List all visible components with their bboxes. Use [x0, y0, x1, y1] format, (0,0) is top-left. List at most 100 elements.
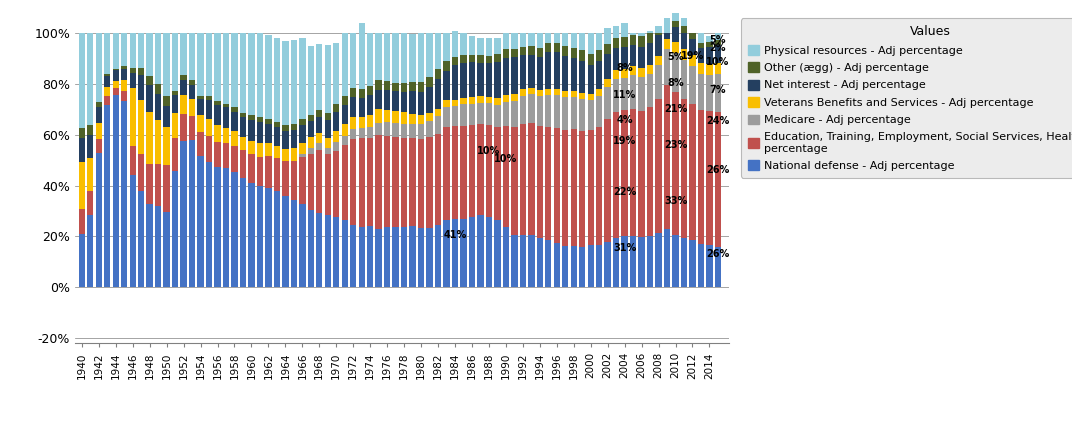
Bar	[570, 129, 577, 246]
Bar	[333, 142, 340, 151]
Bar	[113, 88, 119, 95]
Bar	[265, 188, 271, 287]
Bar	[121, 33, 128, 66]
Bar	[698, 42, 704, 48]
Bar	[494, 62, 501, 98]
Bar	[367, 86, 373, 95]
Bar	[223, 128, 229, 143]
Bar	[520, 96, 526, 124]
Bar	[206, 136, 212, 162]
Bar	[553, 89, 560, 95]
Bar	[427, 121, 433, 137]
Bar	[121, 66, 128, 69]
Bar	[95, 123, 102, 139]
Bar	[333, 131, 340, 142]
Text: 8%: 8%	[616, 63, 632, 73]
Bar	[672, 21, 679, 27]
Bar	[444, 107, 450, 127]
Bar	[596, 61, 602, 89]
Bar	[639, 36, 644, 47]
Bar	[503, 95, 509, 102]
Text: 10%: 10%	[494, 154, 518, 164]
Bar	[698, 244, 704, 287]
Bar	[325, 138, 331, 148]
Bar	[308, 46, 314, 115]
Bar	[486, 97, 492, 103]
Bar	[113, 33, 119, 69]
Bar	[418, 115, 425, 124]
Bar	[664, 25, 670, 39]
Bar	[147, 85, 153, 112]
Bar	[367, 115, 373, 127]
Bar	[384, 122, 390, 136]
Bar	[494, 98, 501, 105]
Bar	[520, 55, 526, 89]
Bar	[163, 165, 169, 212]
Bar	[401, 92, 407, 112]
Bar	[358, 139, 364, 227]
Bar	[95, 33, 102, 102]
Bar	[672, 27, 679, 42]
Bar	[596, 89, 602, 96]
Text: 24%: 24%	[706, 116, 730, 126]
Bar	[163, 33, 169, 96]
Bar	[273, 146, 280, 158]
Bar	[630, 66, 637, 75]
Bar	[630, 35, 637, 45]
Text: 41%: 41%	[444, 230, 466, 240]
Bar	[384, 33, 390, 82]
Bar	[78, 138, 85, 162]
Bar	[444, 33, 450, 61]
Bar	[587, 94, 594, 100]
Bar	[435, 134, 442, 225]
Bar	[605, 79, 611, 87]
Bar	[622, 37, 628, 47]
Bar	[223, 33, 229, 103]
Bar	[410, 226, 416, 287]
Bar	[401, 124, 407, 138]
Bar	[265, 143, 271, 156]
Bar	[486, 103, 492, 125]
Bar	[249, 120, 255, 141]
Bar	[715, 45, 721, 63]
Bar	[486, 38, 492, 56]
Bar	[681, 60, 687, 99]
Bar	[232, 145, 238, 172]
Bar	[494, 127, 501, 220]
Bar	[511, 33, 518, 49]
Bar	[435, 225, 442, 287]
Bar	[384, 82, 390, 90]
Bar	[172, 172, 178, 287]
Bar	[342, 124, 348, 136]
Bar	[528, 54, 535, 88]
Bar	[291, 148, 297, 161]
Bar	[223, 107, 229, 128]
Bar	[189, 80, 195, 85]
Bar	[613, 48, 620, 70]
Bar	[681, 99, 687, 238]
Bar	[520, 33, 526, 47]
Bar	[197, 115, 204, 132]
Bar	[418, 33, 425, 82]
Bar	[172, 91, 178, 95]
Bar	[537, 57, 544, 90]
Bar	[664, 39, 670, 49]
Bar	[180, 80, 187, 95]
Bar	[605, 44, 611, 54]
Bar	[537, 90, 544, 96]
Bar	[375, 81, 382, 90]
Bar	[384, 136, 390, 227]
Text: 23%: 23%	[664, 140, 687, 150]
Text: 5%: 5%	[667, 52, 684, 62]
Bar	[715, 74, 721, 112]
Bar	[418, 92, 425, 115]
Bar	[689, 54, 696, 66]
Bar	[113, 95, 119, 287]
Bar	[351, 117, 356, 129]
Bar	[180, 33, 187, 76]
Bar	[596, 33, 602, 50]
Bar	[562, 130, 568, 246]
Bar	[232, 131, 238, 145]
Bar	[672, 53, 679, 92]
Bar	[511, 94, 518, 101]
